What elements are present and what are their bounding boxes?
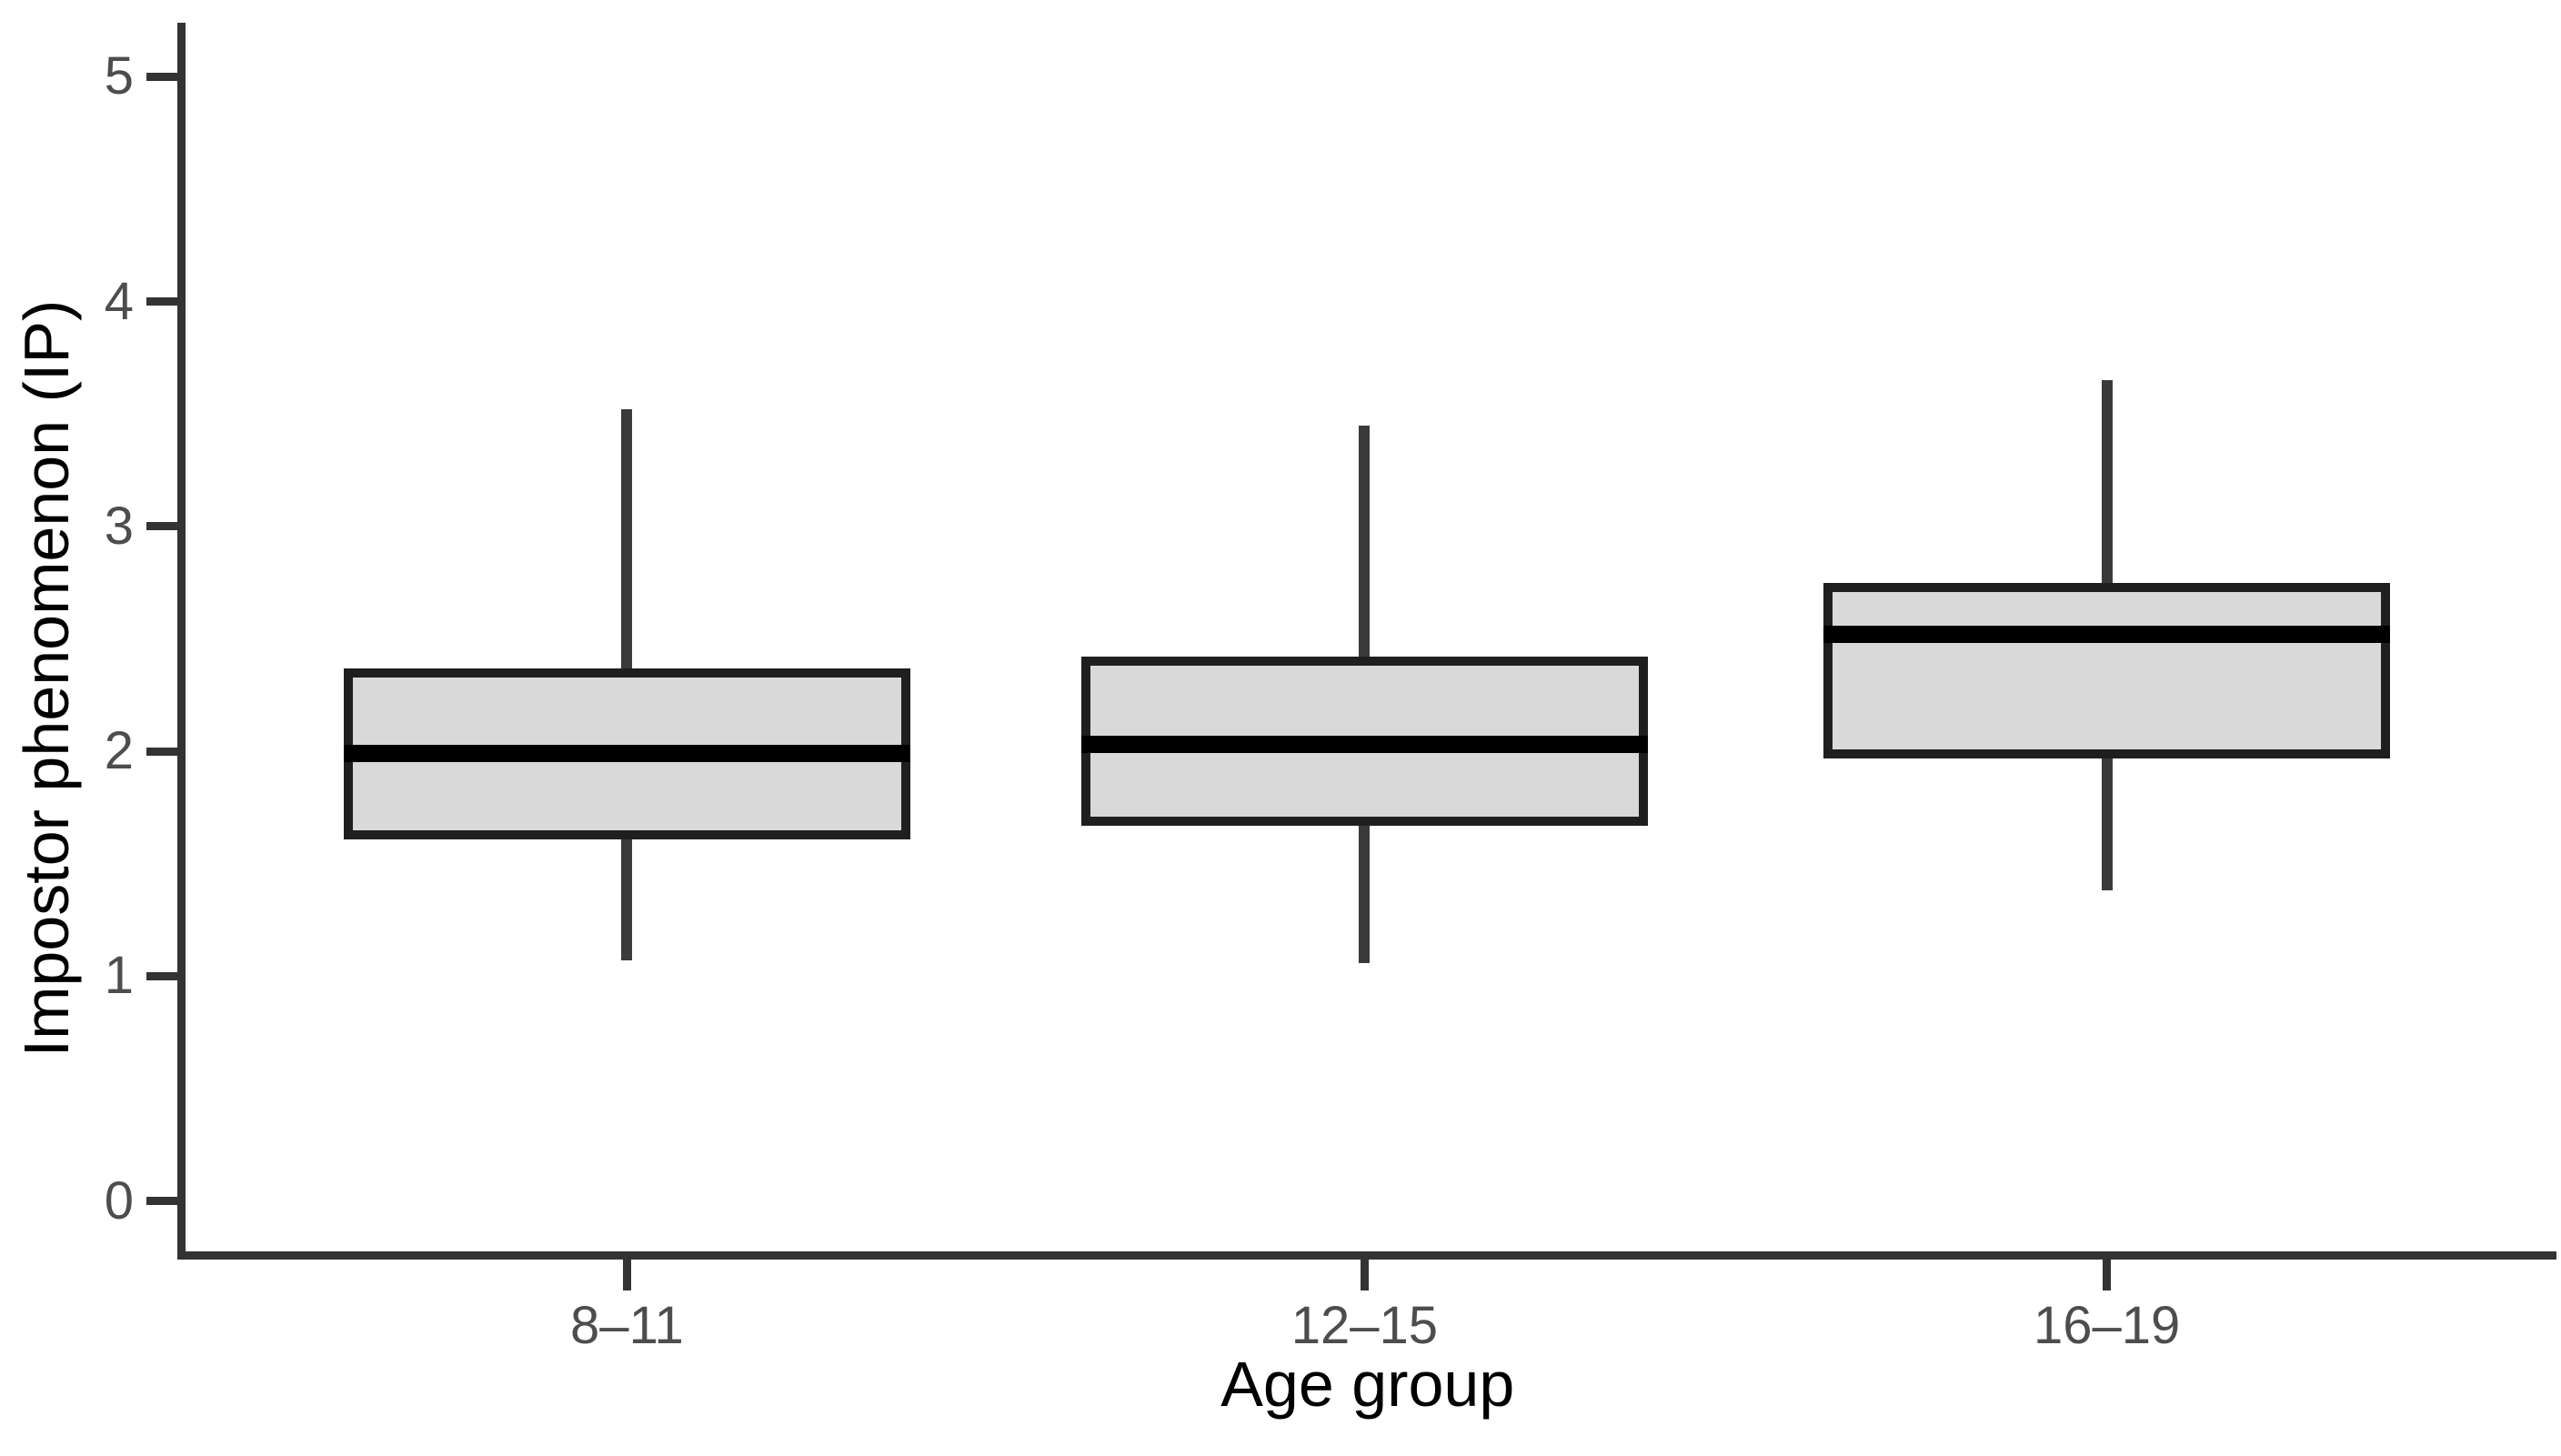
- x-axis-tick-label: 8–11: [570, 1296, 684, 1356]
- y-axis-line: [177, 22, 186, 1260]
- x-axis-tick: [1360, 1260, 1369, 1291]
- y-axis-tick: [146, 747, 177, 756]
- y-axis-tick: [146, 522, 177, 531]
- y-axis-tick-label: 5: [104, 46, 134, 106]
- y-axis-tick-label: 1: [104, 946, 134, 1006]
- box: [1823, 582, 2390, 758]
- y-axis-title: Impostor phenomenon (IP): [11, 299, 82, 1058]
- y-axis-tick-label: 2: [104, 721, 134, 781]
- plot-area: 0 1 2 3 4 5 8–11 12–15 16–19: [105, 22, 2557, 1352]
- x-axis-title: Age group: [1220, 1349, 1515, 1421]
- median-line: [1081, 736, 1648, 754]
- y-axis-tick-label: 3: [104, 496, 134, 556]
- median-line: [1823, 626, 2390, 644]
- x-axis-tick: [622, 1260, 631, 1291]
- y-axis-tick: [146, 1197, 177, 1206]
- y-axis-tick: [146, 72, 177, 81]
- x-axis-line: [177, 1251, 2557, 1260]
- y-axis-tick-label: 0: [104, 1170, 134, 1230]
- y-axis-tick-label: 4: [104, 271, 134, 331]
- y-axis-tick: [146, 971, 177, 980]
- x-axis-tick: [2103, 1260, 2112, 1291]
- median-line: [344, 745, 910, 763]
- x-axis-tick-label: 16–19: [2033, 1296, 2181, 1356]
- y-axis-tick: [146, 297, 177, 306]
- x-axis-tick-label: 12–15: [1291, 1296, 1439, 1356]
